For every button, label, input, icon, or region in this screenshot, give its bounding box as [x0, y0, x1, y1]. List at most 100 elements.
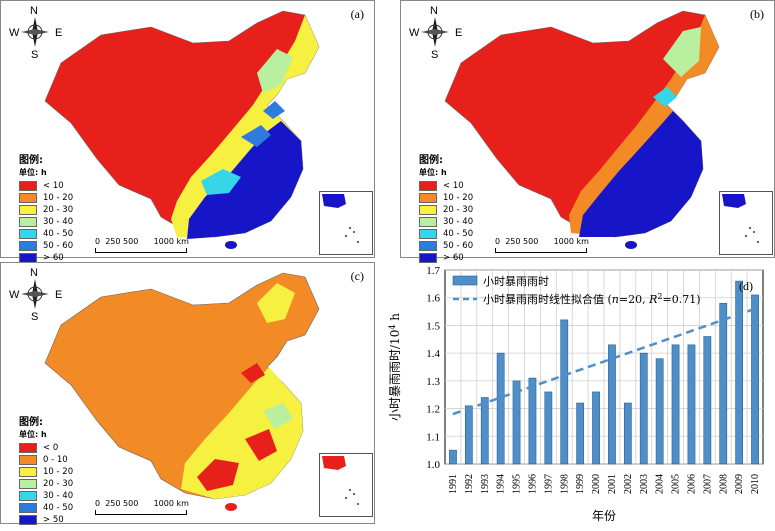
- scale-bar-c: 0 250 500 1000 km: [95, 499, 189, 515]
- legend-item: 10 - 20: [19, 192, 73, 204]
- x-tick-label: 2000: [591, 474, 602, 494]
- legend-a: 图例: 单位: h < 10 10 - 20 20 - 30 30 - 40 4…: [19, 151, 73, 264]
- scale-label: 1000 km: [553, 237, 589, 246]
- legend-item: 20 - 30: [419, 204, 473, 216]
- scale-ruler: [95, 510, 187, 515]
- bar: [671, 344, 680, 465]
- map-panel-b: N W E S (b) 图例: 单位: h < 10 10 - 20 20 - …: [400, 0, 775, 263]
- legend-c: 图例: 单位: h < 0 0 - 10 10 - 20 20 - 30 30 …: [19, 413, 73, 526]
- scale-label: 500: [123, 499, 139, 508]
- x-tick-label: 2005: [671, 474, 682, 494]
- legend-swatch: [452, 275, 478, 286]
- legend-swatch: [19, 181, 37, 191]
- panel-label-b: (b): [750, 7, 764, 21]
- scale-label: 500: [523, 237, 539, 246]
- scale-bar-a: 0 250 500 1000 km: [95, 237, 189, 253]
- legend-item-label: 50 - 60: [443, 241, 474, 251]
- y-tick-label: 1.6: [426, 293, 440, 305]
- x-tick-label: 1998: [559, 474, 570, 494]
- y-tick-label: 1.4: [426, 348, 440, 360]
- bar: [639, 352, 648, 465]
- map-panel-c: N W E S (c) 图例: 单位: h < 0 0 - 10 10 - 20…: [0, 262, 375, 526]
- legend-item-label: 0 - 10: [43, 455, 68, 465]
- legend-item: 10 - 20: [419, 192, 473, 204]
- legend-unit: 单位: h: [19, 430, 47, 439]
- legend-item: 0 - 10: [19, 454, 73, 466]
- legend-swatch: [419, 229, 437, 239]
- legend-item-label: 50 - 60: [43, 241, 74, 251]
- legend-swatch: [419, 205, 437, 215]
- scale-label: 250: [105, 499, 121, 508]
- scale-label: 0: [495, 237, 501, 246]
- bar: [703, 336, 712, 465]
- bar: [751, 294, 759, 465]
- bar: [623, 402, 632, 465]
- bar: [512, 380, 521, 465]
- bar-chart-d: 1.0 1.1 1.2 1.3 1.4 1.5 1.6 1.7 1991 1992 1993 1994…: [385, 262, 775, 527]
- scale-ruler: [495, 248, 587, 253]
- legend-item-label: 10 - 20: [43, 467, 74, 477]
- legend-swatch: [19, 515, 37, 525]
- legend-item: 30 - 40: [19, 490, 73, 502]
- bar: [449, 449, 457, 465]
- x-tick-label: 2010: [750, 474, 761, 494]
- bar: [560, 319, 569, 465]
- legend-item: < 10: [419, 180, 473, 192]
- compass-rose-b: N W E S: [407, 5, 463, 61]
- x-tick-label: 1992: [464, 474, 475, 494]
- legend-item-label: < 0: [43, 443, 59, 453]
- bar: [719, 302, 728, 465]
- bar: [528, 377, 537, 465]
- legend-swatch: [19, 205, 37, 215]
- bar: [480, 397, 489, 465]
- legend-item-label: 小时暴雨雨时线性拟合值 (n=20, R2=0.71): [483, 292, 701, 307]
- inset-map: [322, 194, 359, 243]
- legend-item: 40 - 50: [19, 502, 73, 514]
- legend-item: < 0: [19, 442, 73, 454]
- x-tick-label: 1996: [527, 474, 538, 494]
- x-tick-label: 1991: [448, 474, 459, 494]
- legend-title: 图例:: [419, 155, 443, 166]
- x-tick-label: 1995: [512, 474, 523, 494]
- legend-item: 20 - 30: [19, 478, 73, 490]
- inset-map: [722, 194, 759, 243]
- compass-icon: [421, 17, 449, 47]
- legend-swatch: [419, 241, 437, 251]
- south-china-sea-inset-a: [319, 191, 373, 255]
- legend-item-label: 20 - 30: [43, 479, 74, 489]
- legend-item-label: 30 - 40: [43, 217, 74, 227]
- legend-swatch: [419, 181, 437, 191]
- map-panel-a: N W E S (a) 图例: 单位: h < 10 10 - 20 20 - …: [0, 0, 375, 263]
- china-map-b: [444, 10, 720, 249]
- legend-item: 30 - 40: [419, 216, 473, 228]
- bar: [655, 358, 664, 465]
- bar: [464, 405, 473, 465]
- x-tick-label: 1994: [496, 474, 507, 494]
- y-tick-label: 1.3: [426, 376, 440, 388]
- compass-east: E: [455, 27, 463, 39]
- compass-west: W: [9, 27, 20, 39]
- legend-item: 20 - 30: [19, 204, 73, 216]
- legend-b: 图例: 单位: h < 10 10 - 20 20 - 30 30 - 40 4…: [419, 151, 473, 264]
- scale-label: 250: [505, 237, 521, 246]
- legend-swatch: [19, 491, 37, 501]
- x-tick-label: 2002: [623, 474, 634, 494]
- scale-label: 1000 km: [153, 499, 189, 508]
- legend-title: 图例:: [19, 155, 43, 166]
- scale-ruler: [95, 248, 187, 253]
- x-tick-label: 1997: [543, 474, 554, 494]
- legend-swatch: [19, 217, 37, 227]
- chart-svg: 1.0 1.1 1.2 1.3 1.4 1.5 1.6 1.7 1991 1992 1993 1994…: [388, 265, 764, 523]
- scale-label: 0: [95, 499, 101, 508]
- legend-swatch: [419, 217, 437, 227]
- x-tick-label: 2003: [639, 474, 650, 494]
- y-tick-label: 1.0: [426, 459, 440, 471]
- legend-item-label: 小时暴雨雨时: [483, 275, 549, 288]
- legend-item-label: < 10: [43, 181, 64, 191]
- compass-north: N: [430, 5, 438, 17]
- compass-rose-a: N W E S: [7, 5, 63, 61]
- legend-swatch: [419, 253, 437, 263]
- compass-west: W: [409, 27, 420, 39]
- x-tick-label: 2008: [718, 474, 729, 494]
- legend-item-label: > 60: [443, 253, 464, 263]
